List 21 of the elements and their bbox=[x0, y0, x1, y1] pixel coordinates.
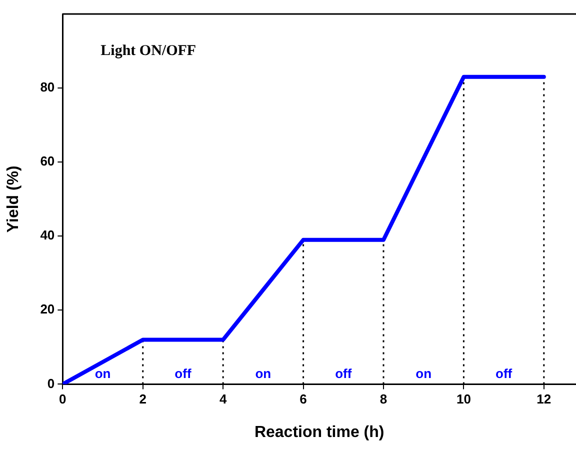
annotation: off bbox=[174, 366, 192, 382]
y-tick-label: 80 bbox=[40, 80, 55, 95]
x-tick-label: 4 bbox=[219, 392, 228, 407]
y-axis-title: Yield (%) bbox=[5, 166, 22, 233]
annotation: on bbox=[255, 366, 272, 382]
x-tick-label: 8 bbox=[380, 392, 388, 407]
annotation: on bbox=[94, 366, 111, 382]
y-tick-label: 60 bbox=[40, 154, 55, 169]
y-tick-label: 40 bbox=[40, 228, 55, 243]
annotation: off bbox=[496, 366, 513, 382]
x-tick-label: 2 bbox=[139, 392, 146, 407]
y-tick-label: 0 bbox=[47, 376, 55, 391]
x-tick-label: 12 bbox=[536, 392, 552, 407]
annotation: Light ON/OFF bbox=[100, 42, 196, 59]
x-tick-label: 6 bbox=[300, 392, 307, 407]
x-tick-label: 10 bbox=[456, 392, 471, 407]
annotation: on bbox=[416, 366, 432, 382]
x-tick-label: 0 bbox=[59, 392, 66, 407]
annotation: off bbox=[335, 366, 352, 382]
y-tick-label: 20 bbox=[40, 302, 55, 317]
x-axis-title: Reaction time (h) bbox=[254, 424, 384, 441]
